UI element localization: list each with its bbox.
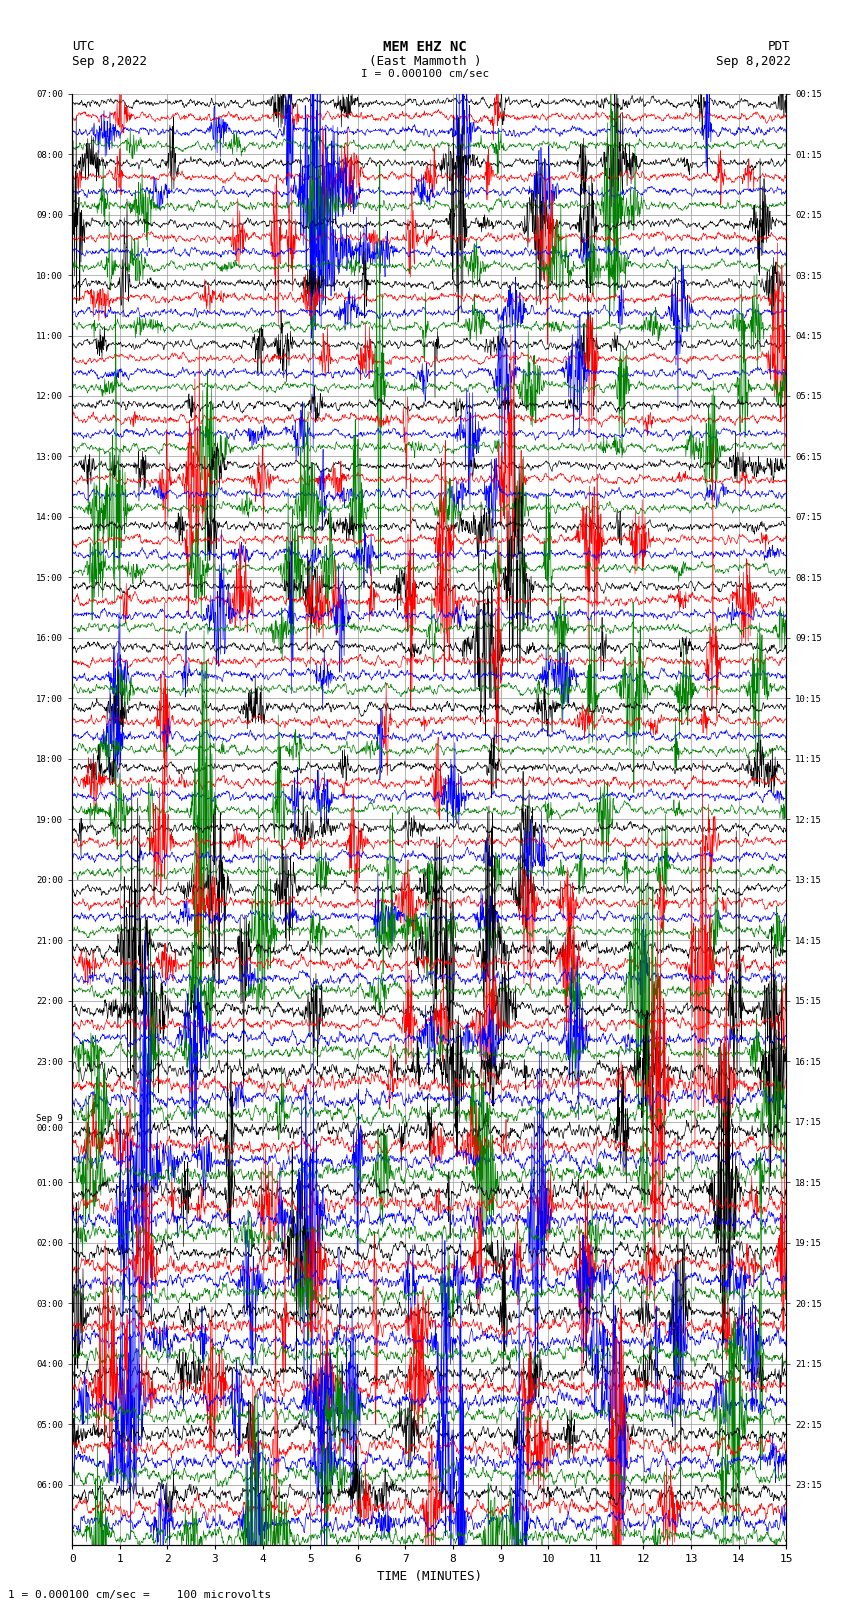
Text: (East Mammoth ): (East Mammoth ) xyxy=(369,55,481,68)
Text: 1 = 0.000100 cm/sec =    100 microvolts: 1 = 0.000100 cm/sec = 100 microvolts xyxy=(8,1590,272,1600)
Text: MEM EHZ NC: MEM EHZ NC xyxy=(383,40,467,55)
Text: UTC: UTC xyxy=(72,40,94,53)
Text: Sep 8,2022: Sep 8,2022 xyxy=(72,55,147,68)
Text: PDT: PDT xyxy=(768,40,790,53)
Text: Sep 8,2022: Sep 8,2022 xyxy=(716,55,790,68)
X-axis label: TIME (MINUTES): TIME (MINUTES) xyxy=(377,1569,482,1582)
Text: I = 0.000100 cm/sec: I = 0.000100 cm/sec xyxy=(361,69,489,79)
